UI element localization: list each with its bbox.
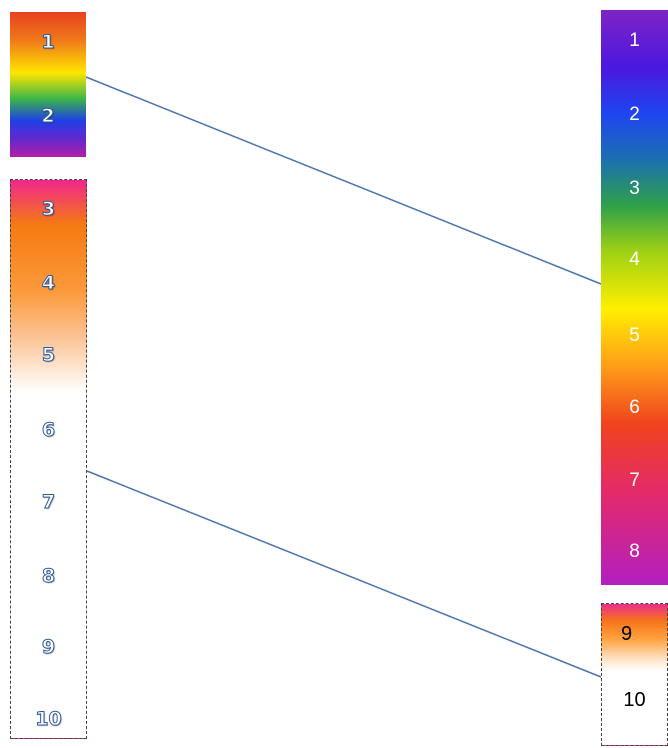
left-top-label-2: 2 <box>41 105 55 127</box>
left-bottom-label-7: 7 <box>41 491 56 513</box>
right-top-label-5: 5 <box>629 325 640 346</box>
right-bottom-label-9: 9 <box>621 623 633 645</box>
left-bottom-label-5: 5 <box>41 344 56 366</box>
left-bottom-label-9: 9 <box>41 636 56 658</box>
right-top-color-strip: 1 2 3 4 5 6 7 8 <box>601 10 668 585</box>
right-bottom-color-strip: 9 10 <box>601 603 668 746</box>
connector-top <box>85 76 602 285</box>
left-top-color-strip: 1 2 <box>10 12 86 157</box>
right-top-label-6: 6 <box>629 397 640 418</box>
left-bottom-label-4: 4 <box>41 272 56 294</box>
right-top-label-3: 3 <box>629 178 640 199</box>
left-bottom-label-8: 8 <box>41 565 56 587</box>
right-top-label-4: 4 <box>629 249 640 270</box>
left-bottom-label-10: 10 <box>35 708 62 730</box>
right-top-label-8: 8 <box>629 541 640 562</box>
left-bottom-label-6: 6 <box>41 419 56 441</box>
right-top-label-7: 7 <box>629 470 640 491</box>
right-top-label-2: 2 <box>629 104 640 125</box>
connector-bottom <box>86 470 602 678</box>
left-top-label-1: 1 <box>41 31 55 53</box>
right-bottom-label-10: 10 <box>623 689 646 711</box>
right-top-label-1: 1 <box>629 30 640 51</box>
left-bottom-color-strip: 3 4 5 6 7 8 9 10 <box>10 179 87 739</box>
left-bottom-label-3: 3 <box>41 198 56 220</box>
